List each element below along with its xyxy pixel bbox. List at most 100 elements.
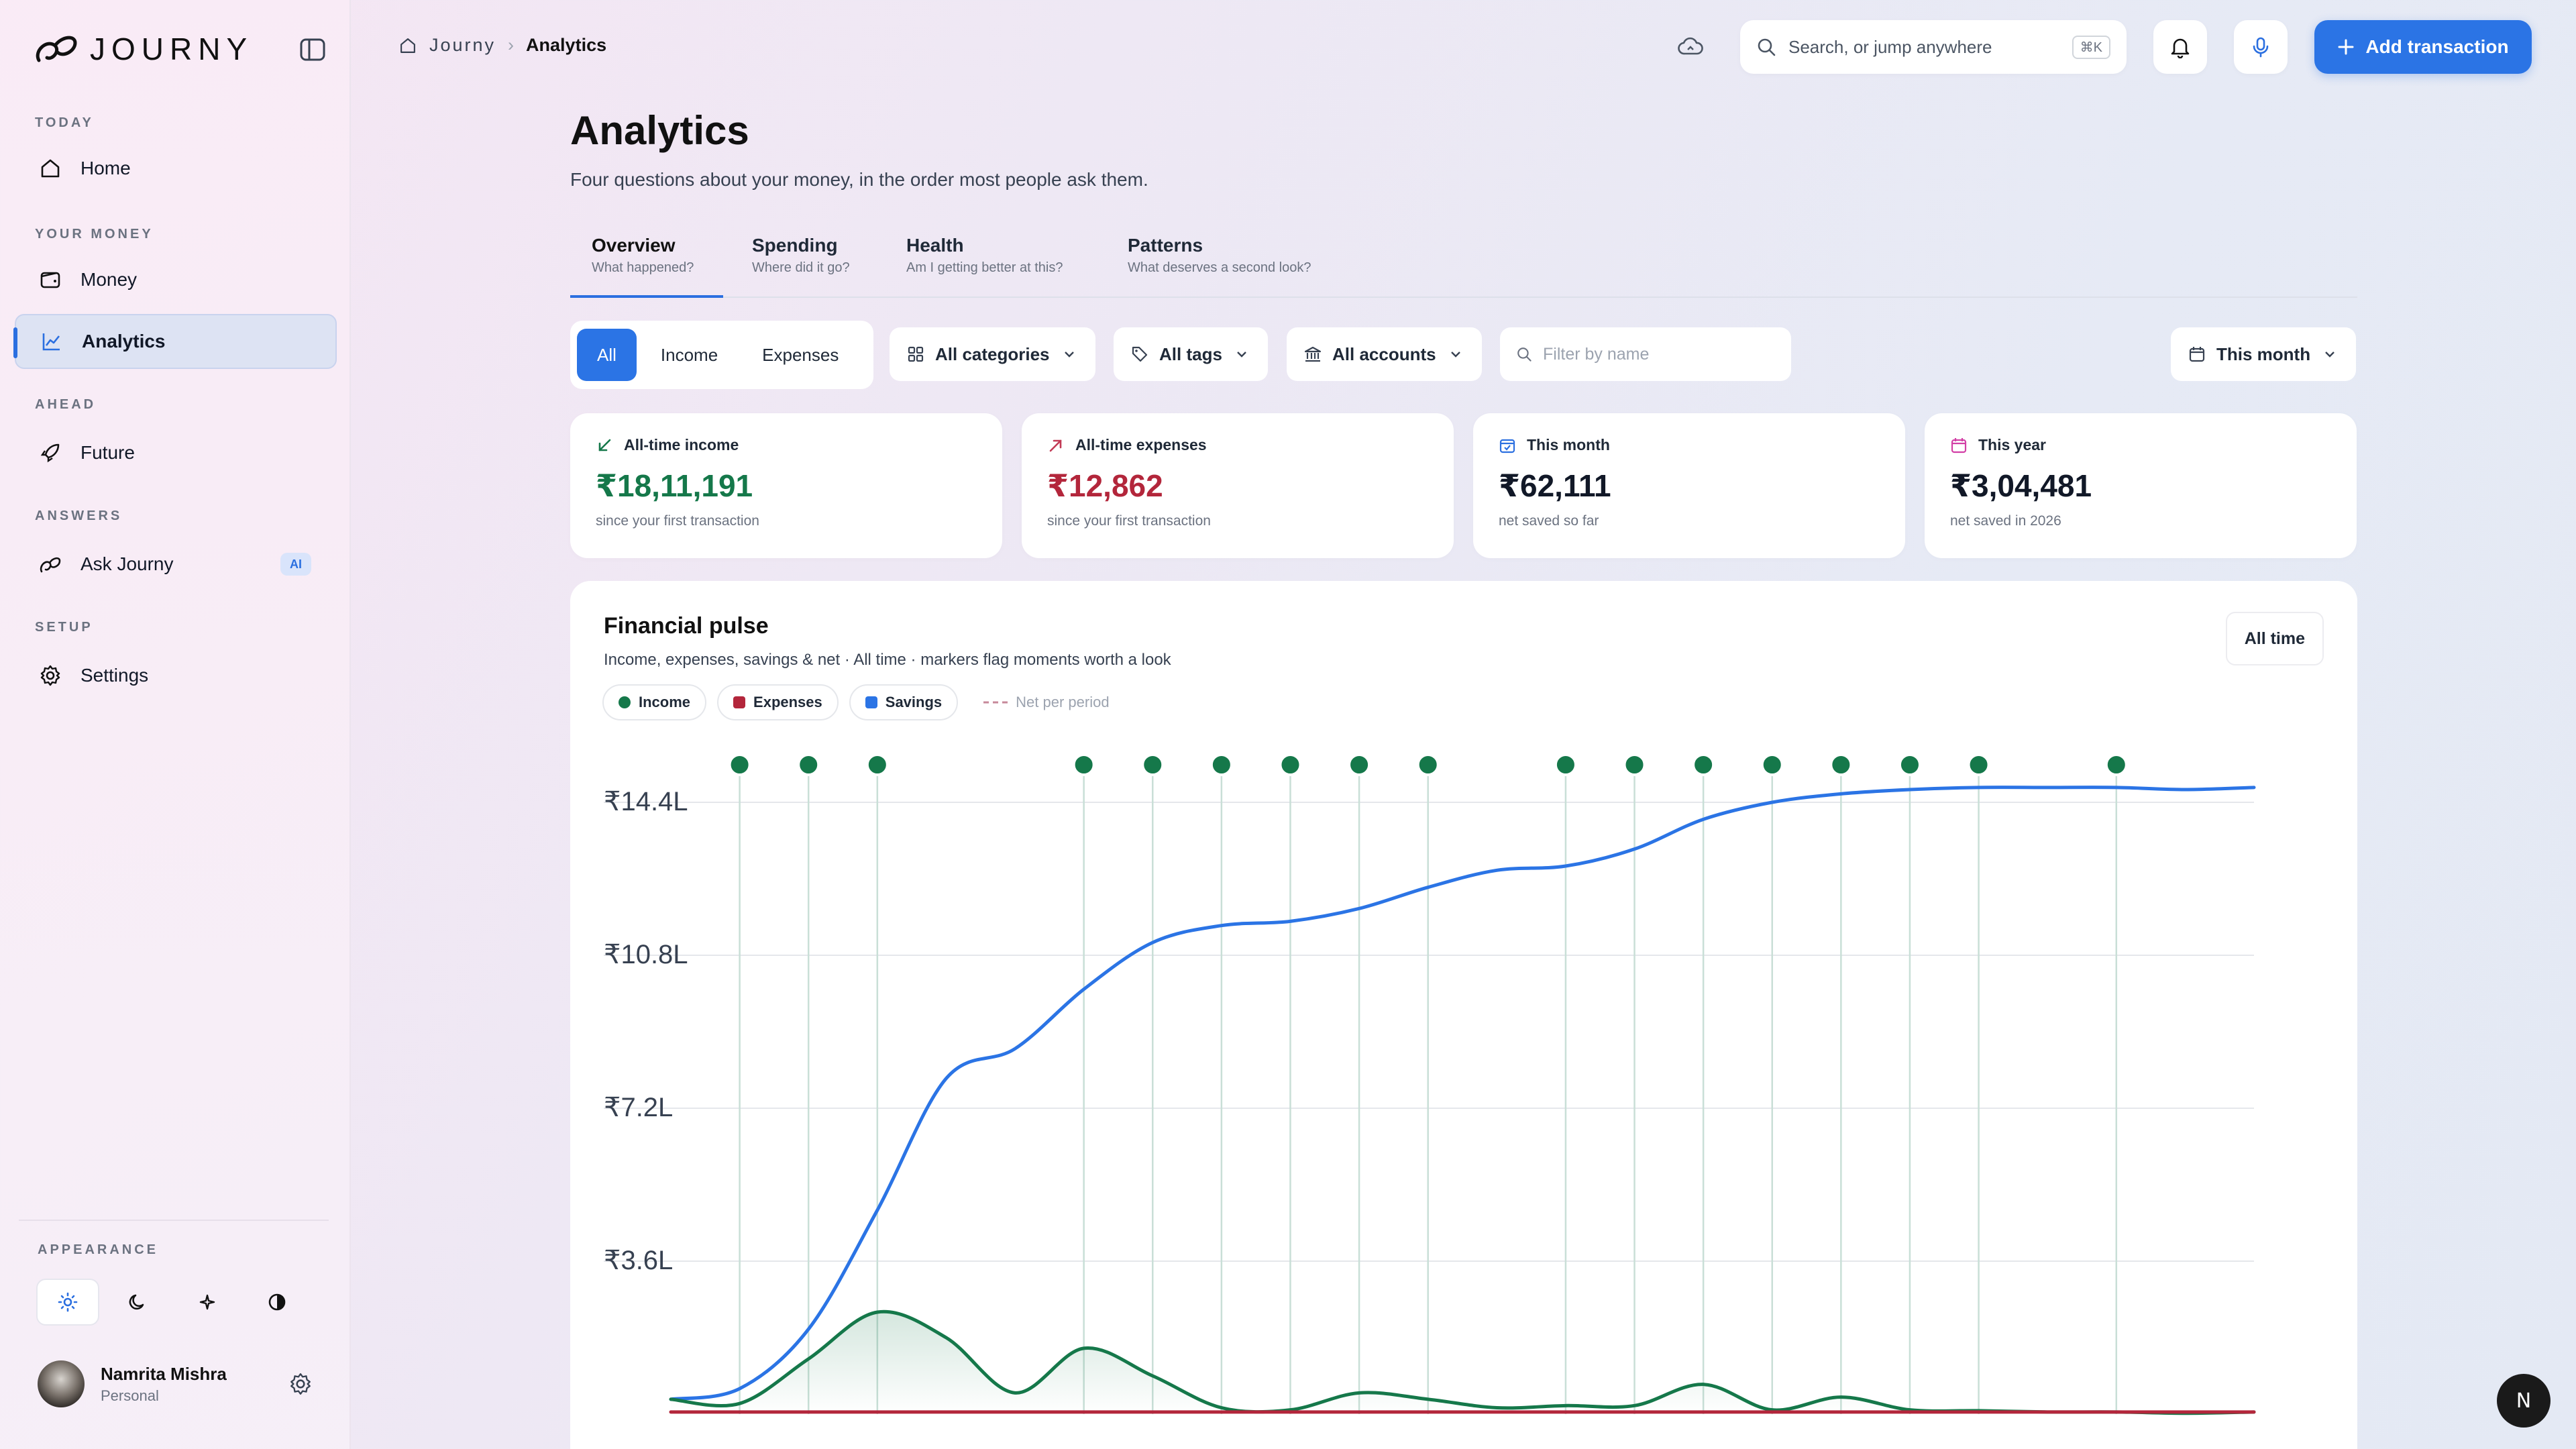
- chart-subtitle: Income, expenses, savings & net · All ti…: [604, 651, 1171, 669]
- tab-subtitle: What happened?: [592, 260, 694, 275]
- segment-income[interactable]: Income: [660, 344, 718, 365]
- arrow-down-left-icon: [598, 439, 611, 451]
- accounts-label: All accounts: [1332, 343, 1436, 364]
- sidebar-item-ask-journy[interactable]: Ask Journy AI: [15, 537, 337, 592]
- breadcrumb-home[interactable]: Journy: [429, 35, 496, 55]
- sidebar-divider: [19, 1220, 329, 1221]
- marker-dot: [728, 753, 751, 776]
- chart-range-button[interactable]: All time: [2225, 612, 2324, 665]
- filter-by-name-input[interactable]: Filter by name: [1500, 327, 1791, 381]
- tags-dropdown[interactable]: All tags: [1114, 327, 1268, 381]
- tab-health[interactable]: Health Am I getting better at this?: [906, 235, 1063, 276]
- legend-label: Income: [639, 694, 691, 710]
- legend-expenses[interactable]: Expenses: [717, 684, 839, 720]
- avatar: [38, 1360, 85, 1407]
- gear-icon[interactable]: [288, 1372, 313, 1396]
- microphone-icon: [2253, 37, 2269, 58]
- page-subtitle: Four questions about your money, in the …: [570, 169, 1148, 190]
- type-segmented-control: All Income Expenses: [570, 321, 873, 389]
- cloud-sync-icon[interactable]: [1677, 35, 1704, 59]
- notifications-button[interactable]: [2153, 20, 2207, 74]
- marker-dot: [2104, 753, 2128, 776]
- sidebar: JOURNY TODAY Home YOUR MONEY Money Analy…: [0, 0, 351, 1449]
- chevron-down-icon: [1237, 352, 1246, 358]
- theme-dark-button[interactable]: [106, 1279, 169, 1326]
- sidebar-collapse-icon[interactable]: [299, 38, 326, 62]
- stat-card-this-year: This year ₹3,04,481 net saved in 2026: [1925, 413, 2357, 558]
- chevron-right-icon: ›: [508, 35, 515, 55]
- stat-label: All-time expenses: [1075, 436, 1207, 453]
- calendar-icon: [1951, 437, 1967, 453]
- sidebar-item-future[interactable]: Future: [15, 425, 337, 480]
- tab-overview[interactable]: Overview What happened?: [592, 235, 694, 276]
- bank-icon: [1304, 346, 1322, 362]
- legend-net-per-period[interactable]: Net per period: [969, 684, 1124, 720]
- sidebar-item-analytics[interactable]: Analytics: [13, 314, 337, 369]
- chart-line-icon: [42, 333, 60, 351]
- financial-pulse-chart[interactable]: ₹3.6L ₹7.2L ₹10.8L ₹14.4L: [570, 581, 2357, 1449]
- add-transaction-button[interactable]: Add transaction: [2314, 20, 2532, 74]
- tab-subtitle: Where did it go?: [752, 260, 850, 275]
- marker-dot: [1279, 753, 1302, 776]
- user-name: Namrita Mishra: [101, 1363, 227, 1384]
- wallet-icon: [40, 272, 60, 288]
- legend-label: Net per period: [1016, 694, 1110, 710]
- breadcrumb-current: Analytics: [526, 35, 607, 55]
- rocket-icon: [40, 443, 60, 463]
- plus-icon: [2338, 39, 2354, 55]
- contrast-icon: [268, 1293, 286, 1311]
- sidebar-item-label: Money: [80, 269, 138, 290]
- theme-light-button[interactable]: [36, 1279, 99, 1326]
- marker-dot: [1898, 753, 1921, 776]
- add-transaction-label: Add transaction: [2365, 36, 2509, 57]
- tab-spending[interactable]: Spending Where did it go?: [752, 235, 850, 276]
- sidebar-item-settings[interactable]: Settings: [15, 648, 337, 703]
- theme-sparkle-button[interactable]: [176, 1279, 239, 1326]
- filter-placeholder: Filter by name: [1543, 344, 1650, 364]
- calendar-icon: [2189, 347, 2205, 362]
- financial-pulse-panel: Financial pulse Income, expenses, saving…: [570, 581, 2357, 1449]
- stat-value: ₹18,11,191: [596, 468, 753, 503]
- tab-patterns[interactable]: Patterns What deserves a second look?: [1128, 235, 1311, 276]
- theme-contrast-button[interactable]: [246, 1279, 309, 1326]
- journy-logo[interactable]: JOURNY: [34, 31, 253, 67]
- breadcrumb: Journy › Analytics: [398, 35, 606, 56]
- stat-footnote: since your first transaction: [596, 513, 759, 529]
- legend-savings[interactable]: Savings: [849, 684, 959, 720]
- legend-income[interactable]: Income: [602, 684, 707, 720]
- assistant-fab[interactable]: N: [2497, 1374, 2551, 1428]
- voice-button[interactable]: [2234, 20, 2288, 74]
- marker-dot: [1692, 753, 1715, 776]
- tab-subtitle: Am I getting better at this?: [906, 260, 1063, 275]
- marker-dot: [1141, 753, 1165, 776]
- sidebar-item-label: Analytics: [82, 331, 166, 352]
- search-input[interactable]: Search, or jump anywhere ⌘K: [1740, 20, 2127, 74]
- arrow-up-right-icon: [1049, 439, 1062, 451]
- categories-dropdown[interactable]: All categories: [890, 327, 1095, 381]
- sidebar-item-home[interactable]: Home: [15, 141, 337, 196]
- y-tick-label: ₹10.8L: [604, 940, 688, 969]
- home-icon[interactable]: [398, 36, 417, 55]
- sidebar-item-label: Ask Journy: [80, 553, 174, 574]
- marker-dot: [1210, 753, 1233, 776]
- user-profile[interactable]: Namrita Mishra Personal: [38, 1360, 227, 1407]
- accounts-dropdown[interactable]: All accounts: [1287, 327, 1482, 381]
- chart-legend: Income Expenses Savings Net per period: [602, 684, 1124, 720]
- sidebar-item-money[interactable]: Money: [15, 252, 337, 307]
- grid-icon: [908, 346, 924, 362]
- moon-icon: [129, 1294, 144, 1310]
- marker-dot: [797, 753, 820, 776]
- sparkle-icon: [199, 1294, 215, 1310]
- journy-logo-icon: [40, 557, 61, 573]
- section-label-today: TODAY: [35, 115, 94, 130]
- legend-dash-swatch: [983, 701, 1008, 704]
- marker-dot: [865, 753, 889, 776]
- chevron-down-icon: [1450, 352, 1460, 358]
- home-icon: [41, 159, 60, 178]
- segment-expenses[interactable]: Expenses: [762, 344, 839, 365]
- segment-all[interactable]: All: [577, 329, 637, 381]
- period-dropdown[interactable]: This month: [2171, 327, 2357, 381]
- sidebar-item-label: Future: [80, 442, 135, 463]
- bell-icon: [2171, 38, 2190, 58]
- tab-title: Health: [906, 235, 964, 256]
